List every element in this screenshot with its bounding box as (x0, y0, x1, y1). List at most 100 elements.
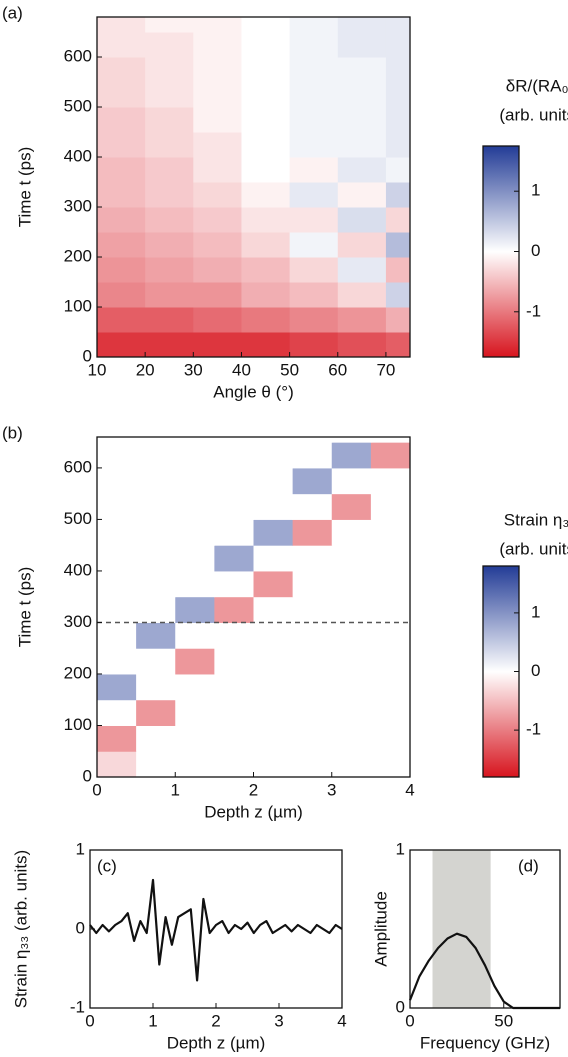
heatmap-cell (253, 493, 294, 520)
heatmap-cell (241, 257, 291, 283)
colorbar-tick-label: 1 (531, 181, 540, 200)
heatmap-cell (175, 545, 215, 572)
data-line (89, 878, 343, 982)
heatmap-cell (97, 437, 137, 443)
y-tick-label: 400 (64, 560, 92, 579)
heatmap-cell (385, 282, 411, 308)
heatmap-cell (331, 545, 372, 572)
y-tick-label: 400 (64, 146, 92, 165)
y-axis-label: Strain η₃₃ (arb. units) (11, 850, 30, 1008)
heatmap-cell (253, 622, 294, 649)
heatmap-cell (331, 596, 372, 623)
heatmap-cell (136, 519, 176, 546)
heatmap-cell (145, 157, 194, 183)
heatmap-cell (175, 648, 215, 675)
heatmap-cell (370, 751, 411, 778)
x-tick-label: 60 (328, 360, 347, 379)
heatmap-cell (145, 257, 194, 283)
heatmap-cell (145, 82, 194, 108)
panel: 0 50 0 1 Frequency (GHz) Amplitude (d) (371, 839, 561, 1052)
heatmap-cell (370, 622, 411, 649)
heatmap-cell (292, 673, 333, 701)
heatmap-cell (241, 182, 291, 208)
heatmap-cell (145, 57, 194, 83)
heatmap-cell (385, 332, 411, 358)
heatmap-cell (97, 699, 137, 726)
heatmap-cell (253, 751, 294, 778)
heatmap-cell (241, 17, 291, 33)
heatmap-cell (97, 107, 146, 133)
heatmap-cell (337, 207, 387, 233)
heatmap-cell (136, 545, 176, 572)
heatmap-cell (136, 725, 176, 752)
heatmap-cell (193, 332, 242, 358)
heatmap-cell (214, 467, 254, 495)
heatmap-cell (175, 493, 215, 520)
heatmap-cell (175, 725, 215, 752)
heatmap-cell (292, 648, 333, 675)
x-tick-label: 30 (184, 360, 203, 379)
y-tick-label: 200 (64, 663, 92, 682)
heatmap-cell (241, 132, 291, 158)
heatmap-cell (97, 673, 137, 701)
heatmap-cell (292, 545, 333, 572)
heatmap-cell (97, 32, 146, 58)
heatmap-cell (214, 648, 254, 675)
heatmap-cell (214, 570, 254, 598)
heatmap-cell (370, 596, 411, 623)
x-axis-label: Angle θ (°) (213, 382, 294, 401)
heatmap-cell (136, 673, 176, 701)
heatmap-cell (97, 132, 146, 158)
x-tick-label: 40 (232, 360, 251, 379)
heatmap-cell (97, 182, 146, 208)
heatmap-cell (253, 673, 294, 701)
heatmap-cell (145, 32, 194, 58)
y-tick-label: 1 (76, 839, 85, 858)
heatmap-cell (97, 207, 146, 233)
heatmap-cell (370, 725, 411, 752)
panel-label: (a) (2, 3, 23, 22)
y-axis-label: Amplitude (371, 891, 390, 967)
heatmap-cell (136, 493, 176, 520)
heatmap-cell (214, 493, 254, 520)
heatmap-cell (97, 648, 137, 675)
x-tick-label: 4 (337, 1011, 346, 1030)
colorbar-label: Strain η₃₃ (504, 510, 568, 529)
heatmap-cell (136, 648, 176, 675)
heatmap-cell (193, 307, 242, 333)
y-tick-label: 600 (64, 46, 92, 65)
colorbar (482, 145, 520, 358)
heatmap-cell (253, 519, 294, 546)
heatmap-cell (145, 132, 194, 158)
heatmap-cell (97, 493, 137, 520)
x-axis-label: Depth z (µm) (204, 802, 303, 821)
heatmap-cell (145, 17, 194, 33)
heatmap-cell (337, 17, 387, 33)
x-tick-label: 70 (376, 360, 395, 379)
heatmap-cell (214, 725, 254, 752)
heatmap-cell (331, 570, 372, 598)
heatmap-cell (370, 570, 411, 598)
x-tick-label: 3 (274, 1011, 283, 1030)
x-tick-label: 20 (136, 360, 155, 379)
heatmap-cell (331, 725, 372, 752)
heatmap-cell (97, 332, 146, 358)
heatmap-cell (241, 332, 291, 358)
heatmap-cell (136, 751, 176, 778)
x-tick-label: 50 (280, 360, 299, 379)
heatmap-cell (331, 437, 372, 443)
heatmap-cell (214, 442, 254, 469)
heatmap-cell (97, 442, 137, 469)
heatmap-cell (193, 232, 242, 258)
panel-label: (c) (97, 856, 117, 875)
heatmap-cell (289, 17, 339, 33)
heatmap-cell (292, 622, 333, 649)
heatmap-cell (136, 699, 176, 726)
heatmap-cell (241, 82, 291, 108)
heatmap-cell (370, 699, 411, 726)
heatmap-cell (175, 519, 215, 546)
y-tick-label: 300 (64, 196, 92, 215)
heatmap-cell (214, 437, 254, 443)
x-tick-label: 1 (171, 780, 180, 799)
